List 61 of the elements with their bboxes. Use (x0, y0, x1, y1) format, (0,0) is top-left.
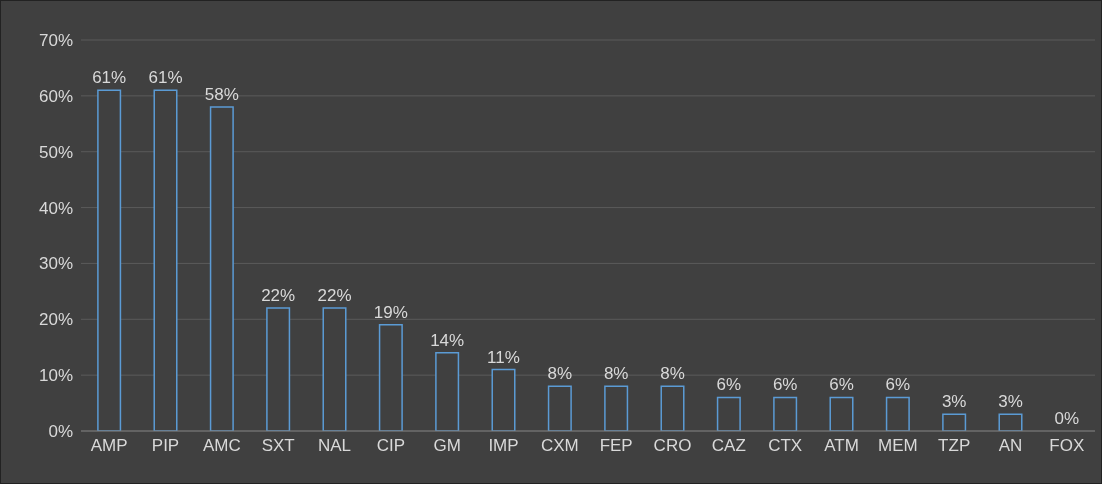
data-label: 61% (148, 68, 183, 88)
bar (209, 106, 234, 431)
x-tick-label: GM (433, 436, 461, 456)
bar (435, 352, 460, 431)
data-label: 22% (317, 286, 352, 306)
y-tick-label: 20% (38, 310, 73, 330)
bar (153, 89, 178, 431)
x-tick-label: CTX (768, 436, 803, 456)
x-tick-label: MEM (878, 436, 918, 456)
bar (97, 89, 122, 431)
x-tick-label: TZP (938, 436, 971, 456)
bar (885, 396, 910, 431)
x-tick-label: CIP (376, 436, 406, 456)
x-tick-label: PIP (151, 436, 180, 456)
data-label: 6% (772, 375, 798, 395)
bar (829, 396, 854, 431)
data-label: 58% (204, 85, 239, 105)
y-tick-label: 60% (38, 86, 73, 106)
data-label: 8% (660, 364, 685, 384)
data-label: 14% (430, 330, 465, 350)
data-label: 6% (716, 375, 742, 395)
x-tick-label: CXM (540, 436, 579, 456)
y-tick-label: 50% (38, 142, 73, 162)
bar (660, 385, 685, 431)
bar (942, 413, 967, 431)
bar (773, 396, 798, 431)
x-tick-label: AMP (90, 436, 128, 456)
data-label: 11% (487, 347, 520, 367)
data-label: 8% (603, 364, 629, 384)
y-tick-label: 70% (38, 31, 73, 51)
data-label: 8% (547, 364, 573, 384)
x-tick-label: CAZ (711, 436, 746, 456)
y-tick-label: 0% (48, 422, 73, 442)
bar (547, 385, 572, 431)
y-tick-label: 10% (38, 366, 73, 386)
data-label: 3% (998, 392, 1023, 412)
bar (378, 324, 403, 431)
data-label: 6% (885, 375, 911, 395)
data-label: 6% (829, 375, 854, 395)
x-tick-label: FOX (1049, 436, 1085, 456)
bar (604, 385, 629, 431)
data-label: 19% (373, 302, 408, 322)
x-tick-label: AN (998, 436, 1023, 456)
data-label: 3% (941, 392, 967, 412)
x-tick-label: SXT (261, 436, 295, 456)
x-tick-label: IMP (488, 436, 519, 456)
bar (322, 307, 347, 431)
x-tick-label: FEP (599, 436, 633, 456)
x-tick-label: CRO (653, 436, 692, 456)
y-tick-label: 40% (38, 198, 73, 218)
data-label: 0% (1054, 409, 1080, 428)
bar (716, 396, 741, 431)
data-label: 22% (261, 286, 296, 306)
x-tick-label: AMC (202, 436, 241, 456)
x-tick-label: ATM (824, 436, 859, 456)
y-tick-label: 30% (38, 254, 73, 274)
data-label: 61% (92, 68, 127, 88)
x-tick-label: NAL (317, 436, 352, 456)
bar (266, 307, 291, 431)
bar (491, 368, 516, 431)
bar (998, 413, 1023, 431)
